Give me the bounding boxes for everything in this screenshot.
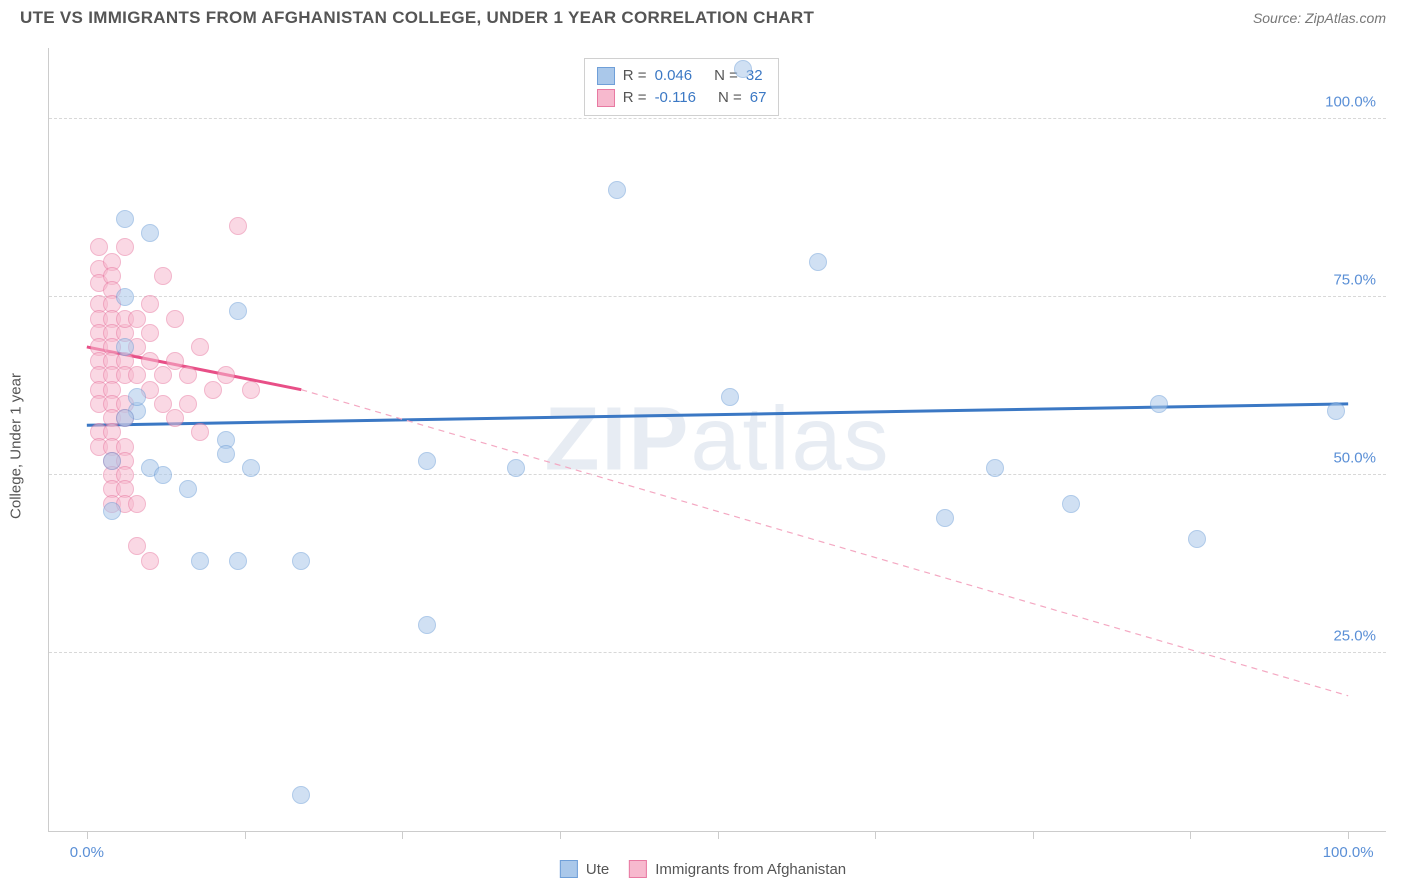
scatter-point-ute — [721, 388, 739, 406]
scatter-point-ute — [116, 288, 134, 306]
scatter-point-afg — [242, 381, 260, 399]
r-value-ute: 0.046 — [655, 65, 693, 87]
scatter-point-ute — [116, 338, 134, 356]
x-tick-label: 100.0% — [1323, 844, 1374, 861]
scatter-point-ute — [986, 459, 1004, 477]
y-tick-label: 100.0% — [1325, 94, 1376, 111]
swatch-ute — [597, 67, 615, 85]
scatter-point-ute — [116, 409, 134, 427]
legend-item-ute: Ute — [560, 860, 609, 878]
x-tick — [87, 831, 88, 839]
gridline — [49, 296, 1386, 297]
legend-item-afg: Immigrants from Afghanistan — [629, 860, 846, 878]
scatter-point-ute — [1188, 530, 1206, 548]
x-tick — [402, 831, 403, 839]
scatter-point-ute — [116, 210, 134, 228]
scatter-point-ute — [1327, 402, 1345, 420]
scatter-point-afg — [204, 381, 222, 399]
y-axis-title: College, Under 1 year — [8, 373, 25, 519]
n-value-afg: 67 — [750, 87, 767, 109]
scatter-point-ute — [229, 552, 247, 570]
scatter-point-ute — [809, 253, 827, 271]
r-label: R = — [623, 65, 647, 87]
scatter-point-afg — [191, 423, 209, 441]
source-label: Source: ZipAtlas.com — [1253, 10, 1386, 26]
x-tick-label: 0.0% — [70, 844, 104, 861]
x-tick — [1033, 831, 1034, 839]
scatter-point-ute — [608, 181, 626, 199]
scatter-point-ute — [1150, 395, 1168, 413]
scatter-point-ute — [128, 388, 146, 406]
swatch-ute — [560, 860, 578, 878]
swatch-afg — [629, 860, 647, 878]
legend-label-ute: Ute — [586, 861, 609, 878]
scatter-point-ute — [418, 452, 436, 470]
r-value-afg: -0.116 — [655, 87, 696, 109]
y-tick-label: 50.0% — [1333, 450, 1376, 467]
scatter-point-ute — [292, 552, 310, 570]
legend-label-afg: Immigrants from Afghanistan — [655, 861, 846, 878]
scatter-point-afg — [166, 409, 184, 427]
scatter-point-ute — [734, 60, 752, 78]
scatter-point-afg — [229, 217, 247, 235]
scatter-point-afg — [141, 552, 159, 570]
swatch-afg — [597, 89, 615, 107]
x-tick — [718, 831, 719, 839]
scatter-point-ute — [292, 786, 310, 804]
x-tick — [1190, 831, 1191, 839]
chart-title: UTE VS IMMIGRANTS FROM AFGHANISTAN COLLE… — [20, 8, 814, 28]
gridline — [49, 118, 1386, 119]
x-tick — [560, 831, 561, 839]
scatter-point-ute — [507, 459, 525, 477]
scatter-point-ute — [418, 616, 436, 634]
scatter-point-afg — [179, 366, 197, 384]
scatter-point-ute — [103, 502, 121, 520]
scatter-point-ute — [179, 480, 197, 498]
scatter-point-ute — [191, 552, 209, 570]
scatter-point-ute — [936, 509, 954, 527]
x-tick — [1348, 831, 1349, 839]
stats-row-afg: R = -0.116 N = 67 — [597, 87, 767, 109]
scatter-point-afg — [141, 295, 159, 313]
y-tick-label: 75.0% — [1333, 272, 1376, 289]
n-label: N = — [718, 87, 742, 109]
scatter-point-afg — [141, 324, 159, 342]
chart-plot-area: ZIPatlas R = 0.046 N = 32 R = -0.116 N =… — [48, 48, 1386, 832]
x-tick — [875, 831, 876, 839]
scatter-point-ute — [217, 445, 235, 463]
scatter-point-ute — [242, 459, 260, 477]
scatter-point-afg — [179, 395, 197, 413]
x-tick — [245, 831, 246, 839]
series-legend: Ute Immigrants from Afghanistan — [560, 860, 846, 878]
scatter-point-afg — [154, 267, 172, 285]
scatter-point-ute — [141, 224, 159, 242]
scatter-point-ute — [154, 466, 172, 484]
scatter-point-afg — [166, 310, 184, 328]
scatter-point-ute — [1062, 495, 1080, 513]
scatter-point-ute — [103, 452, 121, 470]
y-tick-label: 25.0% — [1333, 628, 1376, 645]
scatter-point-afg — [217, 366, 235, 384]
scatter-point-afg — [116, 238, 134, 256]
scatter-point-afg — [128, 495, 146, 513]
trend-lines-layer — [49, 48, 1386, 831]
scatter-point-afg — [191, 338, 209, 356]
scatter-point-afg — [154, 366, 172, 384]
gridline — [49, 652, 1386, 653]
r-label: R = — [623, 87, 647, 109]
scatter-point-ute — [229, 302, 247, 320]
